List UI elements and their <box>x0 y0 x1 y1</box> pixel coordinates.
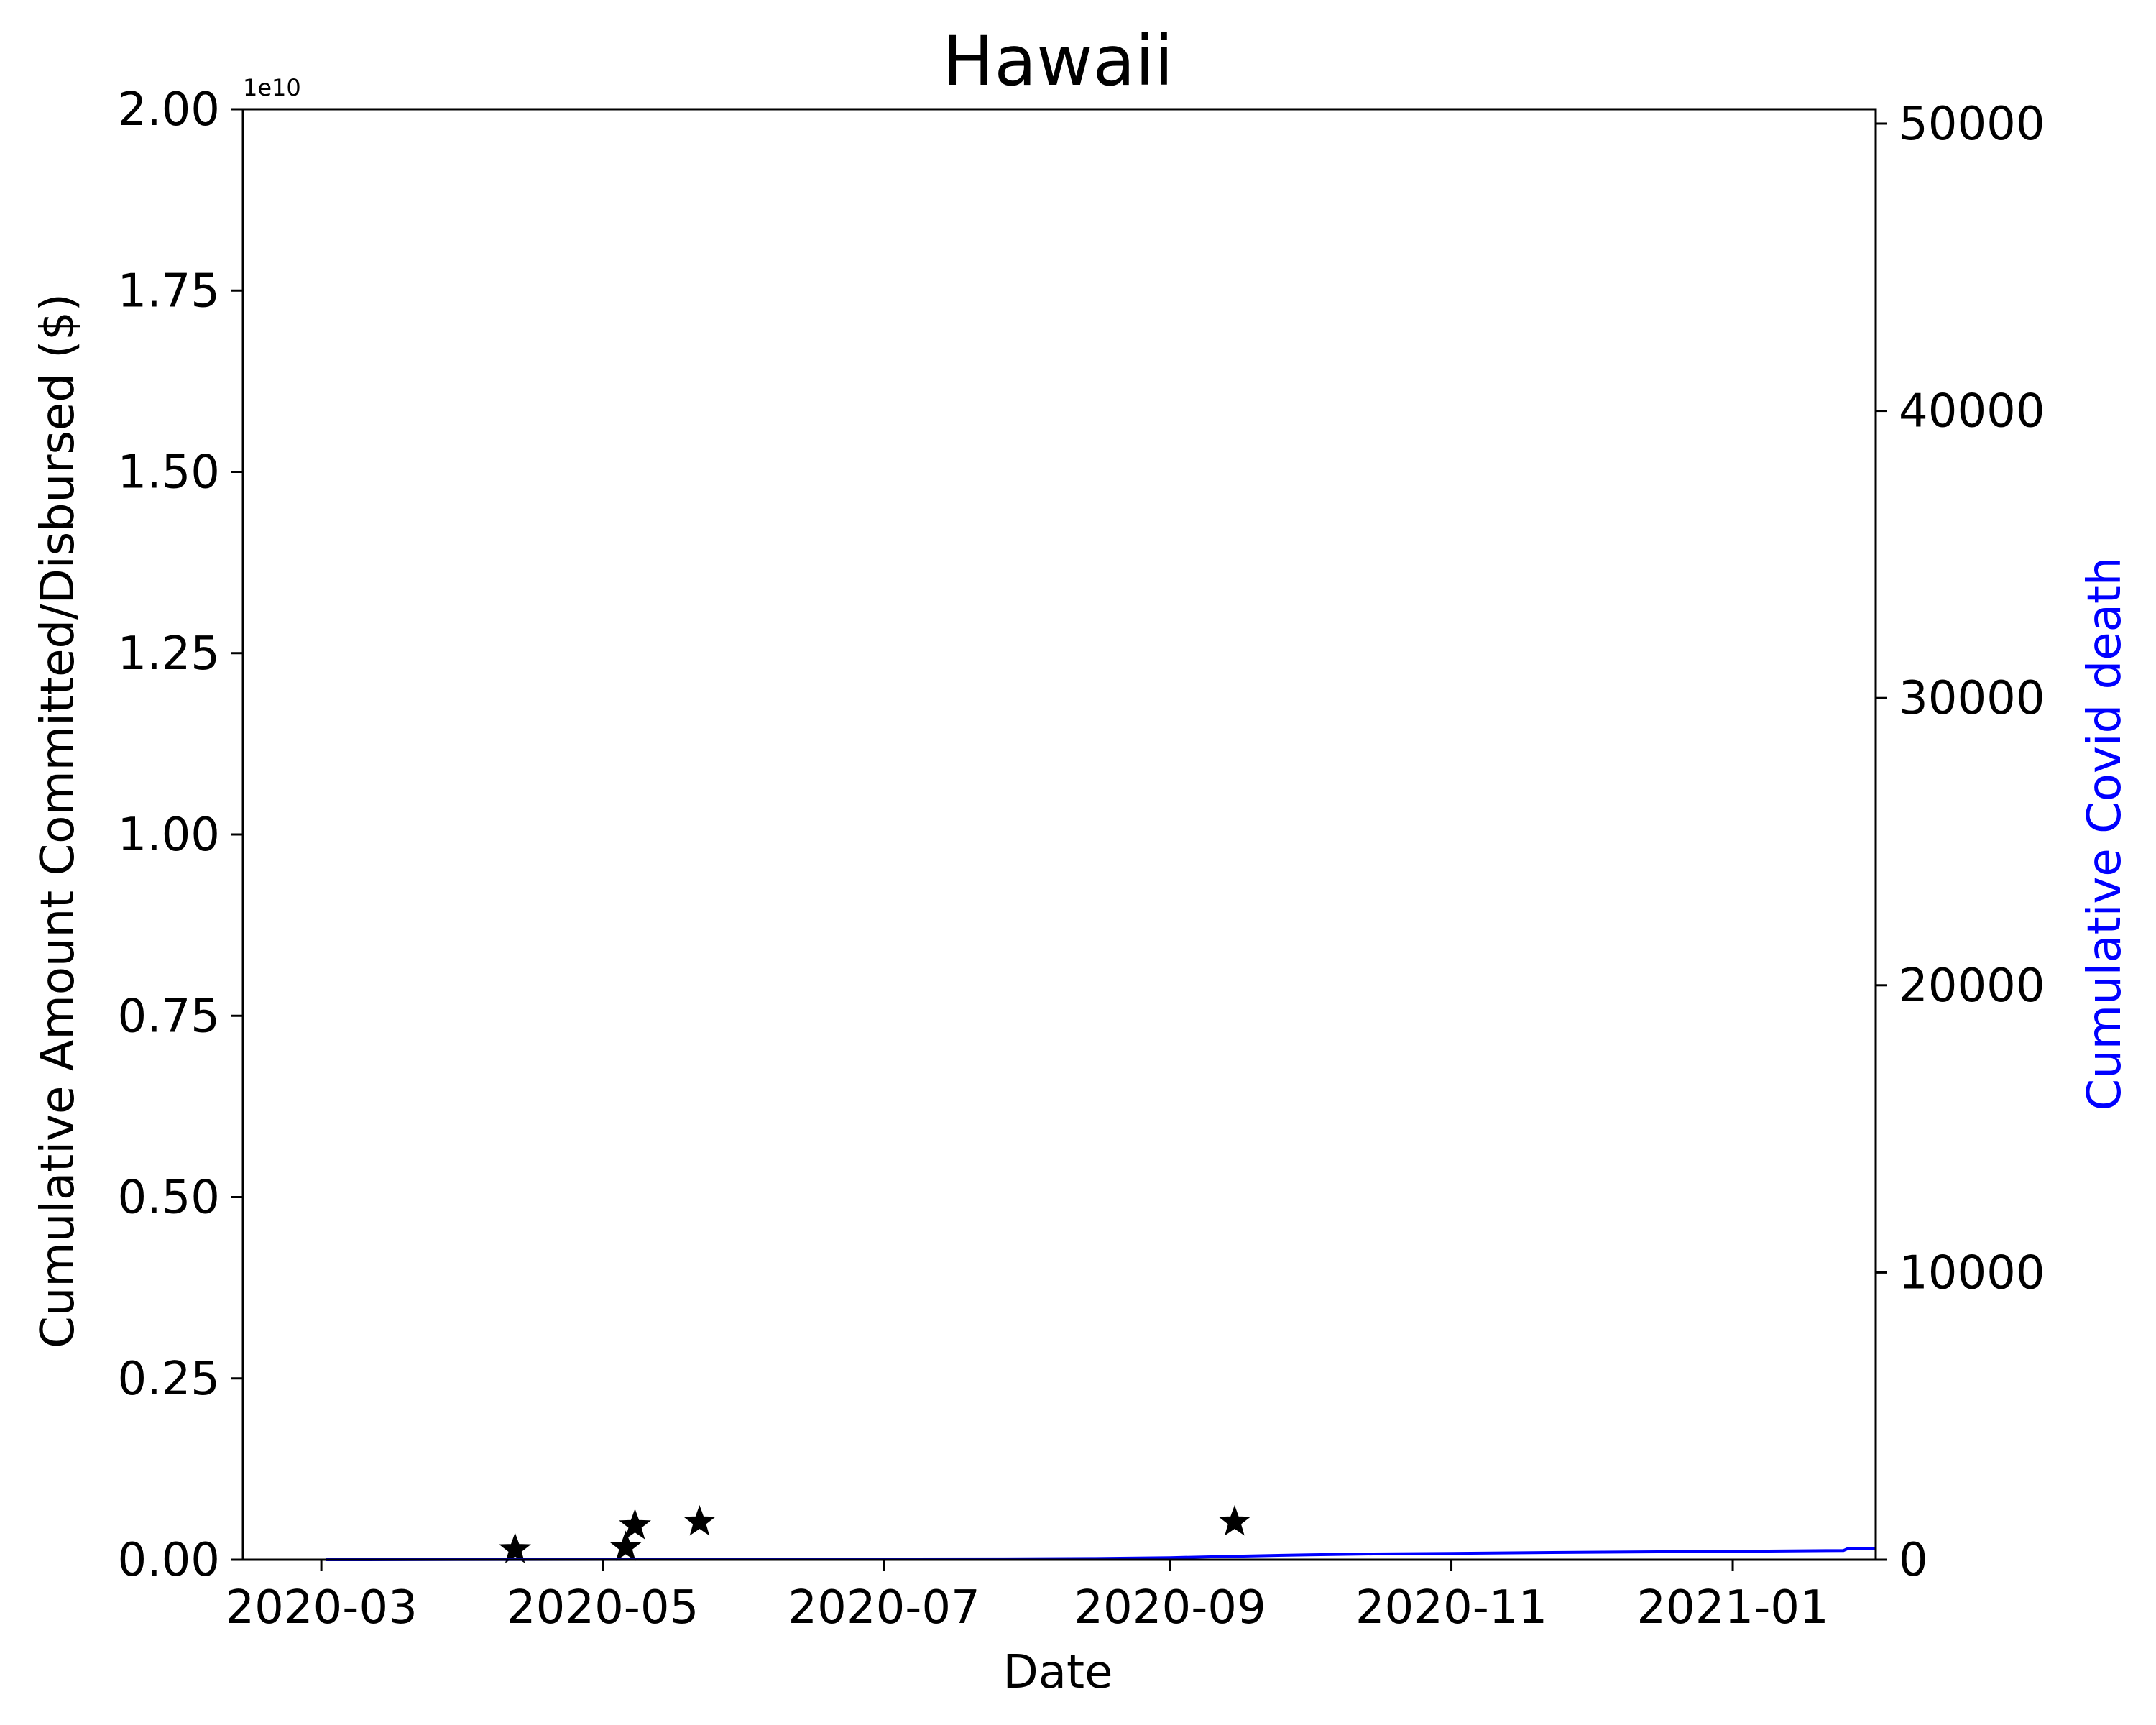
y-tick-label: 1.25 <box>118 627 221 681</box>
deaths-line <box>326 1547 1876 1561</box>
y-axis-label: Cumulative Amount Committed/Disbursed ($… <box>32 293 85 1348</box>
y2-tick-label: 40000 <box>1899 385 2045 438</box>
x-axis: 2020-03 2020-05 2020-07 2020-09 2020-11 2021-… <box>225 1560 1829 1634</box>
y-tick-label: 1.50 <box>118 446 221 500</box>
funding-star-point <box>1218 1505 1251 1536</box>
y-tick-label: 2.00 <box>118 83 221 137</box>
series-layer <box>326 1505 1876 1563</box>
y2-tick-label: 20000 <box>1899 960 2045 1013</box>
y-tick-label: 0.75 <box>118 990 221 1043</box>
x-tick-label: 2020-07 <box>788 1581 980 1634</box>
y-tick-label: 1.75 <box>118 264 221 318</box>
x-tick-label: 2020-05 <box>507 1581 699 1634</box>
funding-star-point <box>609 1530 642 1561</box>
y-tick-label: 1.00 <box>118 809 221 862</box>
y2-tick-label: 50000 <box>1899 98 2045 151</box>
y2-axis-label: Cumulative Covid death <box>2078 557 2132 1111</box>
y-tick-label: 0.50 <box>118 1172 221 1225</box>
x-tick-label: 2020-11 <box>1355 1581 1547 1634</box>
y-offset-label: 1e10 <box>243 74 301 101</box>
chart-title: Hawaii <box>942 21 1174 101</box>
y2-tick-label: 0 <box>1899 1534 1928 1587</box>
funding-star-point <box>619 1509 651 1540</box>
funding-star-point <box>499 1532 532 1563</box>
y2-tick-label: 30000 <box>1899 672 2045 725</box>
y-axis: 0.00 0.25 0.50 0.75 1.00 1.25 1.50 1.75 2.00 <box>118 83 243 1587</box>
x-tick-label: 2020-09 <box>1074 1581 1266 1634</box>
x-axis-label: Date <box>1003 1646 1113 1699</box>
funding-star-point <box>683 1505 716 1536</box>
x-tick-label: 2021-01 <box>1636 1581 1828 1634</box>
y2-axis: 0 10000 20000 30000 40000 50000 <box>1876 98 2045 1587</box>
y-tick-label: 0.00 <box>118 1534 221 1587</box>
plot-frame <box>241 108 1877 1561</box>
y-tick-label: 0.25 <box>118 1353 221 1406</box>
x-tick-label: 2020-03 <box>225 1581 417 1634</box>
y2-tick-label: 10000 <box>1899 1246 2045 1300</box>
